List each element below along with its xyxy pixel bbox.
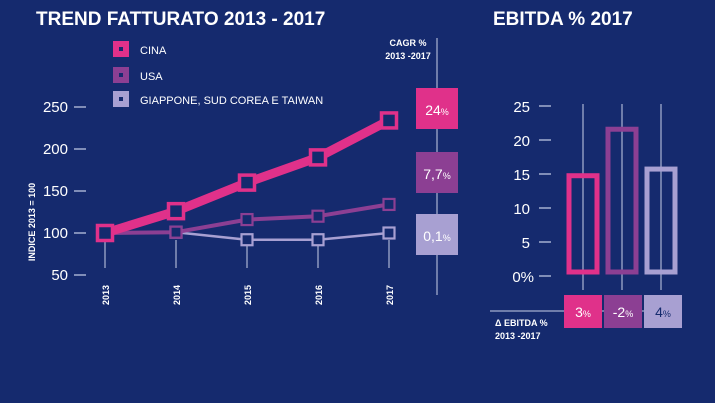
trend-y-tick: 100	[43, 225, 68, 242]
ebitda-y-tick: 15	[513, 167, 530, 184]
ebitda-y-axis: 0% 5 10 15 20 25	[512, 99, 551, 286]
ebitda-bars	[566, 104, 678, 290]
trend-x-tick: 2013	[101, 285, 111, 305]
delta-value-usa: -2%	[613, 304, 633, 320]
trend-y-axis: 50 100 150 200 250	[43, 99, 86, 284]
trend-x-tick: 2015	[243, 285, 253, 305]
delta-box-cina	[564, 295, 602, 328]
trend-y-axis-label: INDICE 2013 = 100	[27, 183, 37, 261]
ebitda-y-tick: 5	[522, 235, 530, 252]
ebitda-delta-label-line1: Δ EBITDA %	[495, 318, 548, 328]
trend-legend: CINA USA GIAPPONE, SUD COREA E TAIWAN	[113, 41, 323, 107]
data-point-cina	[237, 173, 257, 192]
trend-x-tick: 2016	[314, 285, 324, 305]
delta-box-giappone	[644, 295, 682, 328]
trend-series	[95, 111, 399, 247]
cagr-header-line1: CAGR %	[389, 38, 426, 48]
data-point-usa	[169, 225, 183, 239]
delta-box-usa	[604, 295, 642, 328]
legend-label-usa: USA	[140, 71, 163, 83]
cagr-box-cina	[416, 88, 458, 129]
data-point-giappone	[382, 226, 396, 240]
trend-y-tick: 250	[43, 99, 68, 116]
cagr-value-cina: 24%	[425, 102, 449, 118]
trend-x-tick: 2014	[172, 285, 182, 305]
cagr-value-usa: 7,7%	[423, 166, 450, 182]
data-point-usa	[382, 197, 396, 212]
cagr-value-giappone: 0,1%	[423, 228, 450, 244]
cagr-header-line2: 2013 -2017	[385, 51, 431, 61]
cagr-box-usa	[416, 152, 458, 193]
ebitda-delta-row: Δ EBITDA % 2013 -2017 3% -2% 4%	[490, 295, 682, 341]
data-point-giappone	[240, 233, 254, 247]
ebitda-y-tick: 25	[513, 99, 530, 116]
data-point-cina	[95, 223, 115, 243]
trend-x-tick: 2017	[385, 285, 395, 305]
ebitda-bar-giappone	[644, 166, 678, 275]
trend-x-axis: 2013 2014 2015 2016 2017	[101, 285, 395, 305]
data-point-cina	[379, 111, 399, 130]
trend-y-tick: 200	[43, 141, 68, 158]
data-point-giappone	[311, 233, 325, 247]
data-point-cina	[308, 148, 328, 167]
delta-value-cina: 3%	[575, 304, 591, 320]
trend-y-tick: 50	[51, 267, 68, 284]
delta-value-giappone: 4%	[655, 304, 671, 320]
legend-label-cina: CINA	[140, 45, 167, 57]
data-point-usa	[240, 212, 254, 227]
ebitda-y-tick: 20	[513, 133, 530, 150]
ebitda-title: EBITDA % 2017	[493, 9, 633, 30]
ebitda-chart: EBITDA % 2017 0% 5 10 15 20 25 Δ EBITDA …	[490, 9, 682, 341]
legend-label-giappone: GIAPPONE, SUD COREA E TAIWAN	[140, 95, 323, 107]
ebitda-y-tick: 0%	[512, 269, 534, 286]
data-point-usa	[311, 209, 325, 223]
trend-chart: TREND FATTURATO 2013 - 2017 CINA USA GIA…	[27, 9, 458, 305]
ebitda-y-tick: 10	[513, 201, 530, 218]
ebitda-bar-cina	[566, 173, 600, 275]
ebitda-delta-label-line2: 2013 -2017	[495, 331, 541, 341]
trend-y-tick: 150	[43, 183, 68, 200]
cagr-column: CAGR % 2013 -2017 24% 7,7% 0,1%	[385, 38, 458, 295]
ebitda-bar-usa	[605, 126, 639, 275]
trend-title: TREND FATTURATO 2013 - 2017	[36, 9, 325, 30]
cagr-box-giappone	[416, 214, 458, 255]
data-point-cina	[166, 201, 186, 221]
